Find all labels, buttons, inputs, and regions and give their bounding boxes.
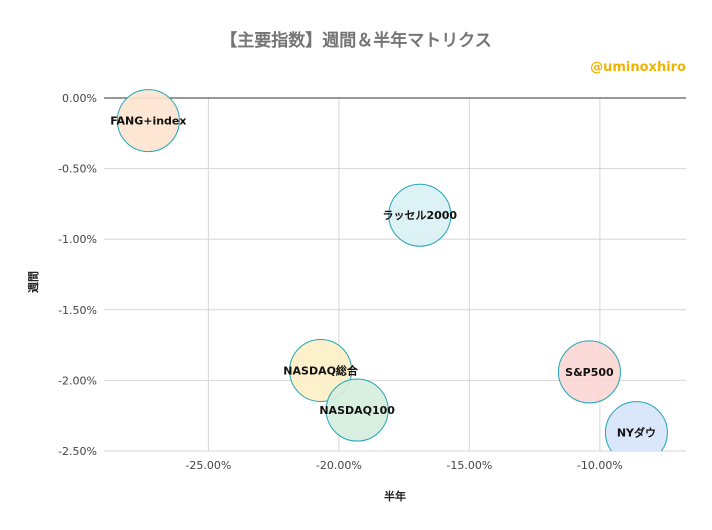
y-tick-label: -2.00%	[58, 374, 97, 387]
x-axis-label: 半年	[384, 489, 406, 503]
bubbles	[116, 89, 668, 451]
y-tick-label: -0.50%	[58, 163, 97, 176]
axis-ticks: -25.00% -20.00% -15.00% -10.00% 0.00% -0.50% -…	[58, 92, 623, 472]
x-tick-label: -10.00%	[577, 459, 623, 472]
y-tick-label: 0.00%	[62, 92, 97, 105]
chart-title: 【主要指数】週間＆半年マトリクス	[220, 30, 492, 51]
bubble	[116, 89, 180, 153]
x-tick-label: -20.00%	[316, 459, 362, 472]
bubble-label: NASDAQ100	[319, 404, 395, 417]
y-axis-label: 週間	[26, 271, 40, 293]
bubble	[604, 401, 668, 451]
bubble-label: NASDAQ総合	[283, 364, 359, 378]
x-tick-label: -15.00%	[446, 459, 492, 472]
bubble	[289, 339, 353, 403]
bubble-label: ラッセル2000	[382, 209, 457, 222]
bubble-label: FANG+index	[110, 115, 186, 128]
bubble	[388, 183, 452, 247]
y-tick-label: -2.50%	[58, 445, 97, 458]
y-tick-label: -1.00%	[58, 233, 97, 246]
bubble	[325, 378, 389, 442]
watermark-handle: @uminoxhiro	[590, 60, 686, 75]
bubble-label: NYダウ	[617, 426, 656, 440]
x-tick-label: -25.00%	[185, 459, 231, 472]
bubble	[557, 340, 621, 404]
bubble-label: S&P500	[565, 366, 614, 379]
y-tick-label: -1.50%	[58, 304, 97, 317]
bubble-labels: FANG+index ラッセル2000 NASDAQ総合 NASDAQ100 S&P50…	[110, 115, 656, 440]
